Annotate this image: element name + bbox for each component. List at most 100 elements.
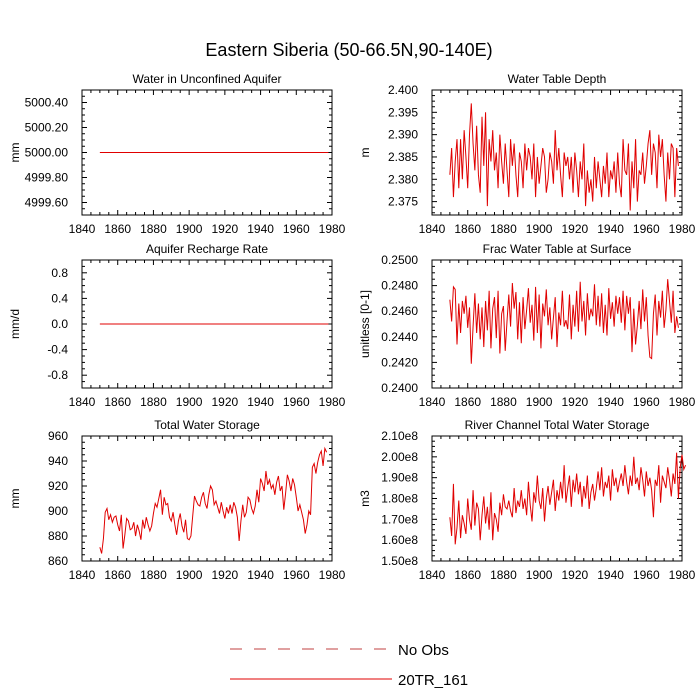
x-tick-label: 1840 [419,395,446,409]
x-tick-label: 1880 [490,395,517,409]
x-tick-label: 1860 [454,568,481,582]
y-tick-label: 2.10e8 [381,429,418,443]
x-tick-label: 1960 [633,568,660,582]
panel-title: Water in Unconfined Aquifer [133,72,282,86]
y-tick-label: 1.90e8 [381,471,418,485]
y-tick-label: 1.50e8 [381,554,418,568]
y-tick-label: 0.2500 [381,253,418,267]
panel-total-water-storage: Total Water Storage mm 1840 1860 1880 1900 192… [8,418,346,582]
x-tick-label: 1860 [104,395,131,409]
legend-label-no-obs: No Obs [398,642,449,659]
x-tick-label: 1920 [212,568,239,582]
x-tick-label: 1900 [176,222,203,236]
y-axis-label: m3 [358,490,372,507]
x-tick-label: 1940 [597,568,624,582]
y-tick-label: 0.2460 [381,304,418,318]
x-tick-label: 1960 [283,395,310,409]
x-tick-label: 1860 [454,395,481,409]
y-tick-label: 0.0 [51,317,68,331]
x-tick-label: 1980 [319,568,346,582]
y-tick-label: 2.390 [388,128,418,142]
x-tick-label: 1940 [597,395,624,409]
series-line-20tr-161 [449,103,679,211]
y-tick-label: 4999.60 [25,196,69,210]
y-tick-label: 920 [48,479,68,493]
series-line-20tr-161 [449,279,679,364]
panel-title: River Channel Total Water Storage [465,418,650,432]
series-line-20tr-161 [449,452,687,545]
x-tick-label: 1920 [212,395,239,409]
panels: Water in Unconfined Aquifer mm 1840 1860 188… [8,72,696,582]
x-tick-label: 1900 [176,395,203,409]
y-tick-label: 940 [48,454,68,468]
x-tick-label: 1980 [319,395,346,409]
y-tick-label: 880 [48,529,68,543]
plot-frame [431,259,683,389]
panel-water-table-depth: Water Table Depth m 1840 1860 1880 1900 1920 19… [358,72,696,236]
x-tick-label: 1840 [69,222,96,236]
y-tick-label: 2.380 [388,172,418,186]
x-tick-label: 1840 [419,222,446,236]
x-tick-label: 1900 [526,222,553,236]
x-tick-label: 1840 [419,568,446,582]
x-tick-label: 1840 [69,568,96,582]
y-tick-label: 4999.80 [25,171,69,185]
y-axis-label: m [358,148,372,158]
y-axis-label: unitless [0-1] [358,290,372,358]
y-tick-label: 0.4 [51,291,68,305]
plot-frame [431,89,683,216]
y-tick-label: 0.2420 [381,355,418,369]
x-tick-label: 1900 [526,395,553,409]
x-tick-label: 1920 [212,222,239,236]
y-tick-label: 2.395 [388,105,418,119]
x-tick-label: 1960 [633,395,660,409]
x-tick-label: 1880 [140,222,167,236]
x-tick-label: 1960 [633,222,660,236]
x-tick-label: 1840 [69,395,96,409]
y-axis-label: mm [8,143,22,163]
panel-title: Total Water Storage [154,418,260,432]
x-tick-label: 1940 [247,222,274,236]
y-tick-label: -0.4 [47,343,68,357]
y-tick-label: 1.80e8 [381,492,418,506]
x-tick-label: 1940 [247,395,274,409]
legend-label-20tr-161: 20TR_161 [398,672,468,689]
y-axis-label: mm [8,489,22,509]
y-tick-label: 0.2440 [381,330,418,344]
x-tick-label: 1860 [454,222,481,236]
panel-aquifer-recharge-rate: Aquifer Recharge Rate mm/d 1840 1860 1880 190… [8,242,346,409]
x-tick-label: 1920 [562,395,589,409]
x-tick-label: 1940 [247,568,274,582]
y-tick-label: 0.2400 [381,381,418,395]
panel-title: Frac Water Table at Surface [483,242,632,256]
x-tick-label: 1980 [669,568,696,582]
x-tick-label: 1880 [490,222,517,236]
x-tick-label: 1960 [283,568,310,582]
x-tick-label: 1900 [176,568,203,582]
plot-frame [81,435,333,562]
y-tick-label: 2.375 [388,195,418,209]
figure-title: Eastern Siberia (50-66.5N,90-140E) [205,40,492,60]
panel-title: Water Table Depth [508,72,607,86]
x-tick-label: 1880 [490,568,517,582]
y-tick-label: 900 [48,504,68,518]
x-tick-label: 1880 [140,568,167,582]
series-line-20tr-161 [99,446,328,554]
y-tick-label: 2.00e8 [381,450,418,464]
y-tick-label: 860 [48,554,68,568]
y-axis-label: mm/d [8,309,22,339]
y-tick-label: 5000.40 [25,96,69,110]
y-tick-label: -0.8 [47,368,68,382]
x-tick-label: 1860 [104,222,131,236]
panel-water-in-unconfined-aquifer: Water in Unconfined Aquifer mm 1840 1860 188… [8,72,346,236]
legend: No Obs 20TR_161 [230,642,468,689]
y-tick-label: 5000.20 [25,121,69,135]
x-tick-label: 1980 [669,395,696,409]
x-tick-label: 1900 [526,568,553,582]
y-tick-label: 1.60e8 [381,533,418,547]
x-tick-label: 1940 [597,222,624,236]
x-tick-label: 1980 [319,222,346,236]
y-tick-label: 2.385 [388,150,418,164]
y-tick-label: 960 [48,429,68,443]
